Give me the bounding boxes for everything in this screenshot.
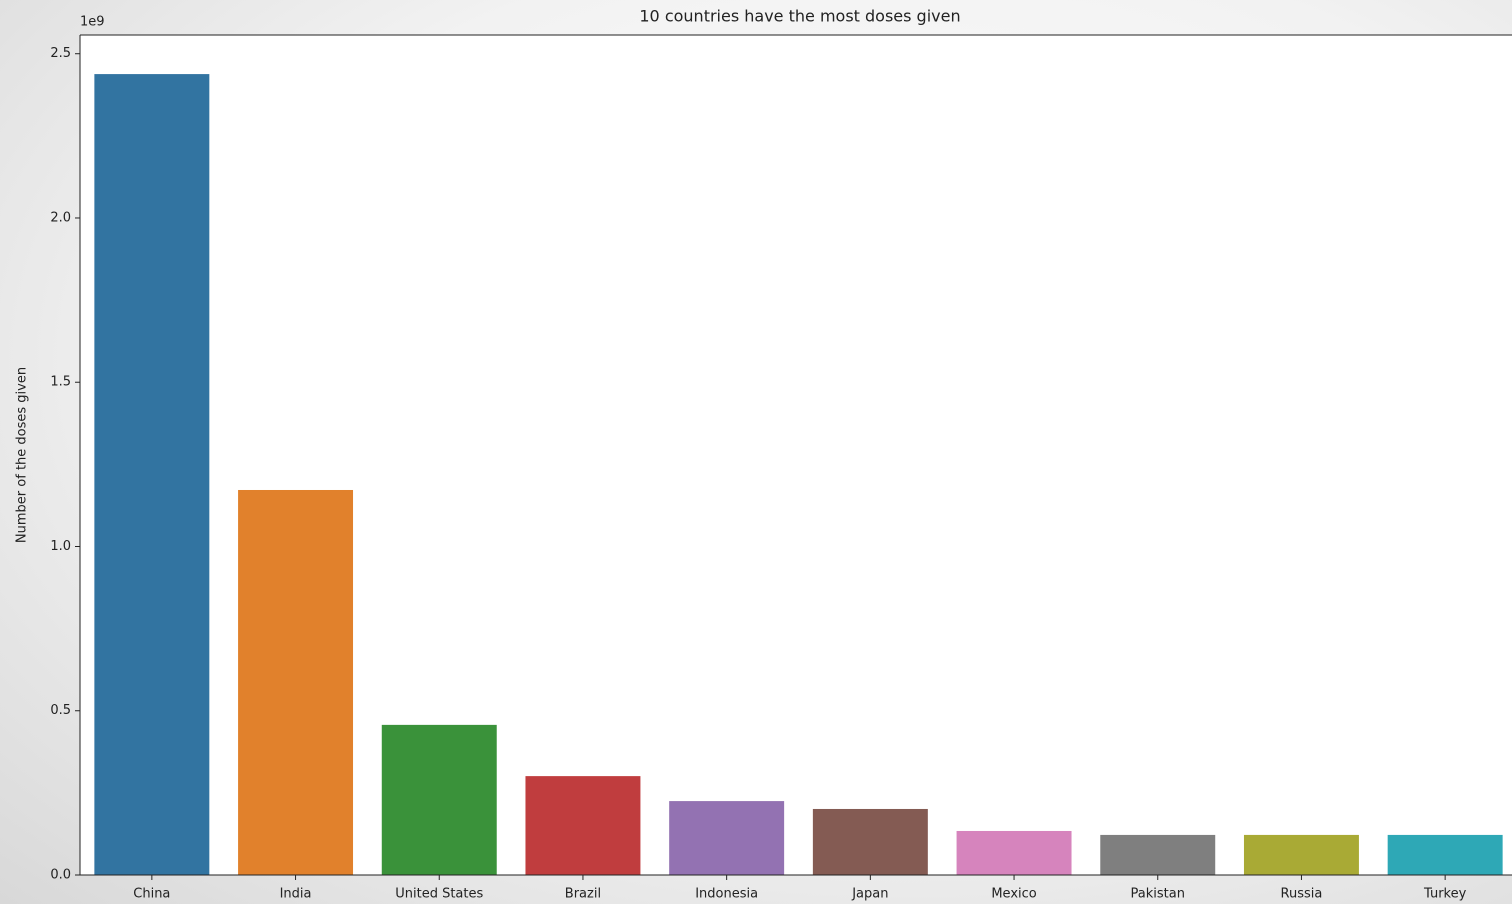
axis-offset: 1e9 bbox=[80, 15, 105, 30]
x-tick-label: United States bbox=[395, 887, 483, 902]
chart-title: 10 countries have the most doses given bbox=[639, 7, 960, 26]
y-tick-label: 2.0 bbox=[50, 210, 71, 225]
x-tick-label: Mexico bbox=[991, 887, 1036, 902]
bar bbox=[381, 724, 497, 875]
x-tick-label: Pakistan bbox=[1131, 887, 1185, 902]
x-tick-label: Russia bbox=[1281, 887, 1323, 902]
y-tick-label: 2.5 bbox=[50, 46, 71, 61]
y-axis-label: Number of the doses given bbox=[15, 367, 30, 543]
y-tick-label: 1.0 bbox=[50, 539, 71, 554]
x-tick-label: Indonesia bbox=[695, 887, 758, 902]
bar bbox=[1243, 834, 1359, 875]
bar bbox=[812, 808, 928, 875]
bar bbox=[669, 801, 785, 875]
bar bbox=[1100, 834, 1216, 875]
bar bbox=[94, 74, 210, 875]
bar bbox=[1387, 834, 1503, 875]
bar bbox=[525, 776, 641, 875]
x-tick-label: Japan bbox=[851, 887, 888, 902]
x-tick-label: India bbox=[280, 887, 312, 902]
bar bbox=[238, 489, 354, 875]
bar bbox=[956, 830, 1072, 875]
y-tick-label: 1.5 bbox=[50, 375, 71, 390]
x-tick-label: China bbox=[133, 887, 170, 902]
x-tick-label: Brazil bbox=[565, 887, 601, 902]
y-tick-label: 0.5 bbox=[50, 703, 71, 718]
y-tick-label: 0.0 bbox=[50, 868, 71, 883]
x-tick-label: Turkey bbox=[1423, 887, 1467, 902]
